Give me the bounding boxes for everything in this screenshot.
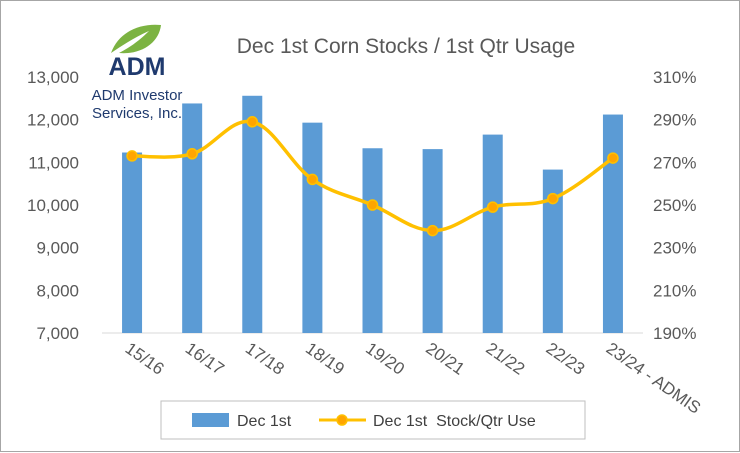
line-point [126,150,138,162]
left-axis-ticks: 7,000 8,000 9,000 10,000 11,000 12,000 13,000 [27,68,79,343]
line-point [306,173,319,186]
logo-line-2: Services, Inc. [92,105,182,122]
right-axis-ticks: 190% 210% 230% 250% 270% 290% 310% [653,68,696,343]
bar [542,169,563,333]
logo-brand: ADM [109,53,166,81]
leaf-icon [111,24,161,54]
bar [422,149,443,333]
x-tick-label: 17/18 [242,339,288,379]
bar [362,148,383,333]
legend-bar-swatch [192,413,229,427]
chart-title: Dec 1st Corn Stocks / 1st Qtr Usage [237,35,575,58]
right-tick-label: 270% [653,153,696,172]
legend-bar-label: Dec 1st [237,413,292,430]
left-tick-label: 9,000 [36,239,79,258]
bar [122,152,143,333]
bar [242,95,263,333]
x-tick-label: 20/21 [422,339,468,379]
legend-line-marker [336,414,348,426]
line-point [547,192,559,205]
left-tick-label: 12,000 [27,111,79,130]
bar [602,114,623,334]
right-tick-label: 190% [653,324,696,343]
left-tick-label: 10,000 [27,196,79,215]
x-tick-label: 23/24 - ADMIS [603,339,704,418]
bar [182,103,203,333]
logo-line-1: ADM Investor [92,87,183,104]
x-tick-label: 18/19 [302,339,348,379]
legend: Dec 1st Dec 1st Stock/Qtr Use [160,400,586,440]
line-point [186,148,198,160]
legend-box [160,400,586,440]
bar-series [122,95,623,334]
bar [482,134,503,333]
x-tick-label: 15/16 [122,339,168,379]
x-tick-label: 22/23 [543,339,589,379]
line-point [607,152,619,164]
adm-logo: ADM ADM Investor Services, Inc. [92,24,183,122]
line-series [126,116,619,237]
line-point [426,224,439,237]
legend-line-label: Dec 1st Stock/Qtr Use [373,413,536,430]
left-tick-label: 13,000 [27,68,79,87]
x-tick-label: 21/22 [482,339,528,379]
left-tick-label: 11,000 [28,153,79,172]
x-tick-label: 19/20 [362,339,408,379]
left-tick-label: 8,000 [36,281,79,300]
left-tick-label: 7,000 [36,324,79,343]
x-tick-label: 16/17 [182,339,228,379]
line-point [486,201,499,213]
line-point [246,116,259,128]
right-tick-label: 250% [653,196,696,215]
right-tick-label: 210% [653,281,696,300]
right-tick-label: 230% [653,239,696,258]
bar [302,122,323,333]
right-tick-label: 310% [653,68,696,87]
right-tick-label: 290% [653,111,696,130]
line-point [366,199,379,211]
